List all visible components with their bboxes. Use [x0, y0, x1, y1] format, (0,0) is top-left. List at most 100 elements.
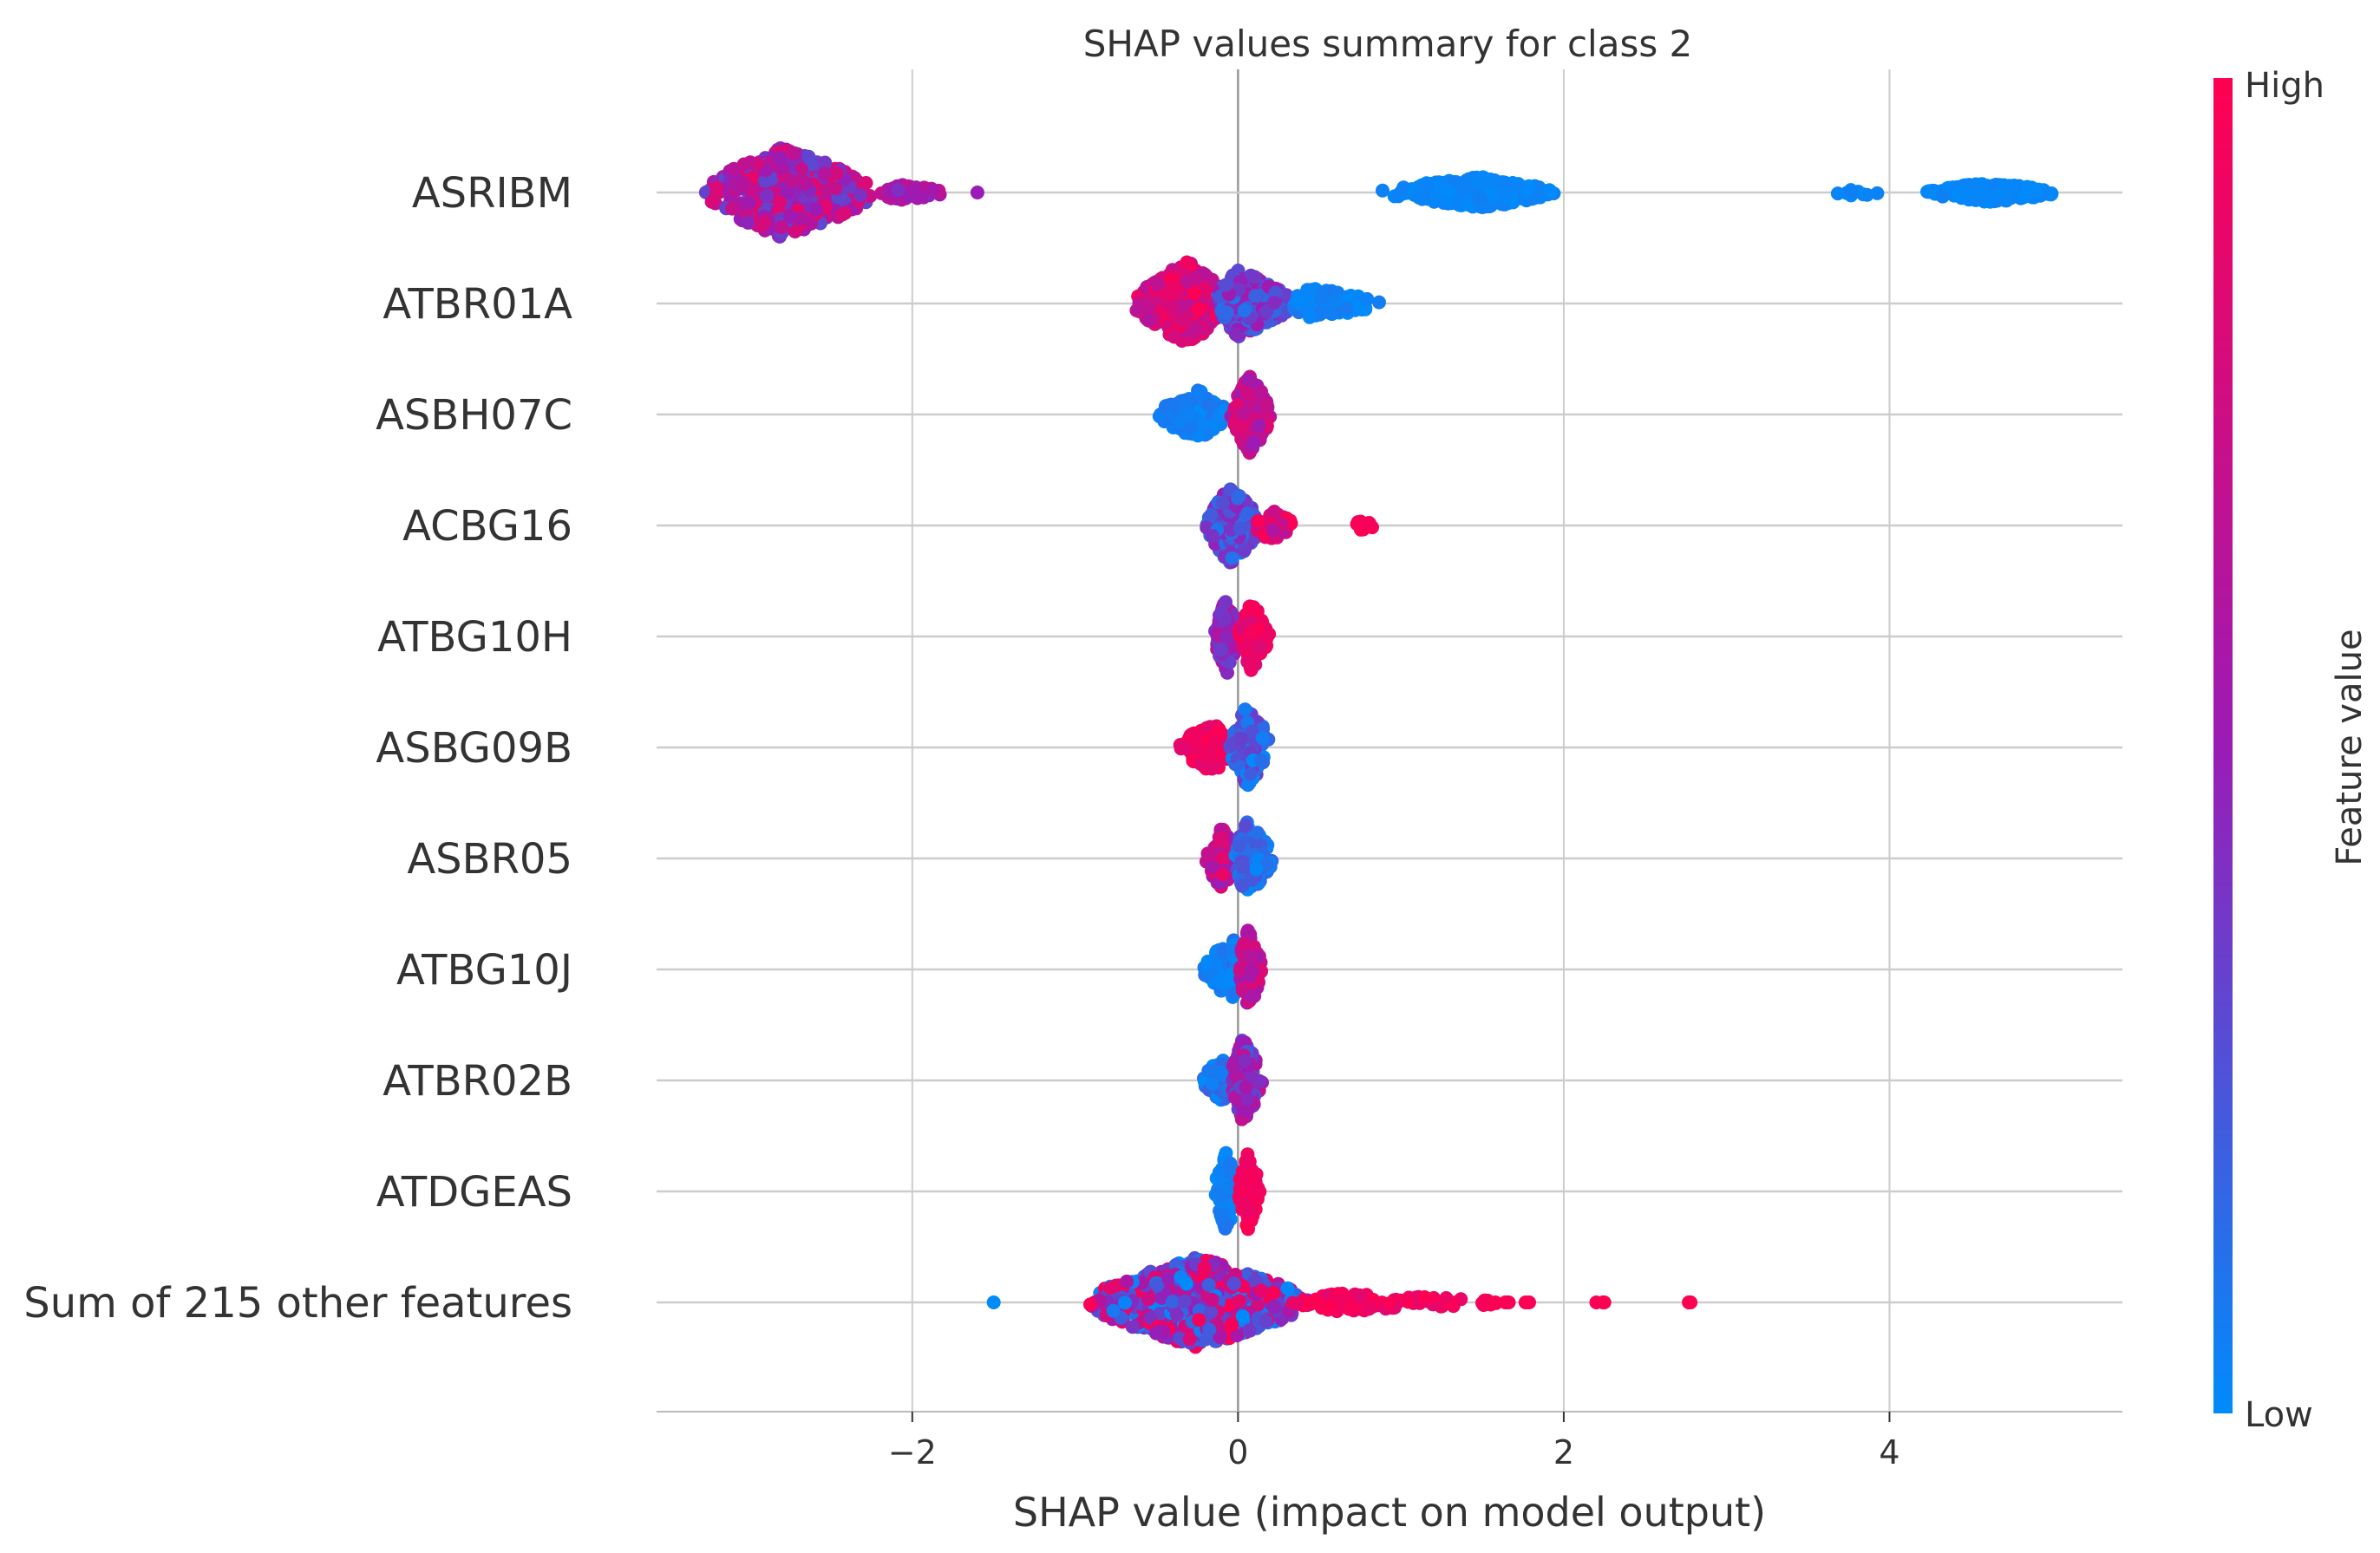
- data-point: [1442, 184, 1456, 199]
- data-point: [1239, 819, 1252, 833]
- data-point: [863, 189, 878, 204]
- data-point: [1205, 1292, 1219, 1307]
- data-point: [1352, 1289, 1367, 1303]
- data-point: [1958, 186, 1973, 200]
- feature-label-atbr01a: ATBR01A: [382, 280, 572, 329]
- colorbar: High Low Feature value: [2213, 66, 2370, 1435]
- data-point: [818, 155, 833, 170]
- data-point: [1243, 767, 1258, 781]
- data-point: [1238, 1054, 1252, 1068]
- x-tick-label: 4: [1879, 1433, 1899, 1471]
- data-point: [1148, 1326, 1163, 1341]
- data-point: [1239, 1092, 1254, 1106]
- data-point: [1471, 174, 1486, 189]
- data-point: [1215, 496, 1230, 511]
- data-point: [1205, 272, 1219, 287]
- data-point: [1213, 643, 1228, 657]
- data-point: [1222, 1159, 1237, 1174]
- data-point: [1232, 1294, 1246, 1308]
- data-point: [1207, 735, 1221, 750]
- data-point: [1187, 271, 1202, 285]
- data-point: [1232, 521, 1247, 536]
- data-point: [1120, 1274, 1134, 1289]
- x-tick-label: −2: [888, 1433, 937, 1471]
- data-point: [1244, 989, 1259, 1004]
- data-point: [736, 176, 751, 191]
- data-point: [1202, 1322, 1217, 1337]
- data-point: [1267, 505, 1282, 519]
- data-point: [1239, 1197, 1253, 1211]
- data-point: [1376, 183, 1389, 198]
- colorbar-title: Feature value: [2330, 629, 2370, 865]
- data-point: [780, 186, 794, 200]
- feature-label-sum-of-215-other-features: Sum of 215 other features: [23, 1279, 572, 1328]
- data-point: [1870, 186, 1885, 200]
- data-point: [1230, 1328, 1245, 1343]
- data-point: [1192, 1313, 1206, 1328]
- feature-label-asbr05: ASBR05: [407, 835, 572, 884]
- data-point: [1235, 1309, 1250, 1323]
- data-point: [1254, 384, 1268, 399]
- data-point: [785, 174, 800, 189]
- data-point: [1483, 199, 1498, 213]
- data-point: [986, 1295, 1001, 1309]
- data-point: [1150, 1278, 1165, 1293]
- data-point: [1224, 1318, 1239, 1333]
- data-point: [853, 188, 867, 202]
- data-point: [808, 202, 823, 217]
- x-tick-label: 0: [1227, 1433, 1248, 1471]
- x-tick-label: 2: [1553, 1433, 1574, 1471]
- data-point: [1259, 1314, 1273, 1328]
- data-point: [970, 186, 984, 199]
- data-point: [1250, 825, 1265, 840]
- feature-label-atbg10j: ATBG10J: [396, 946, 572, 995]
- data-point: [773, 150, 788, 165]
- data-point: [1205, 859, 1219, 874]
- data-point: [1245, 872, 1259, 887]
- data-point: [1237, 406, 1252, 421]
- data-point: [1844, 186, 1859, 200]
- data-point: [1246, 435, 1261, 450]
- data-point: [1417, 1290, 1432, 1304]
- data-point: [1267, 1299, 1282, 1314]
- data-point: [1169, 1308, 1184, 1322]
- data-point: [1211, 1185, 1226, 1200]
- data-point: [829, 166, 844, 180]
- data-point: [1228, 327, 1243, 342]
- data-point: [1397, 181, 1412, 196]
- data-point: [1935, 189, 1950, 204]
- data-point: [1141, 313, 1155, 328]
- data-point: [1259, 397, 1273, 412]
- data-point: [1382, 1296, 1396, 1311]
- data-point: [1180, 255, 1194, 270]
- feature-label-asbh07c: ASBH07C: [376, 391, 572, 440]
- data-point: [1150, 277, 1165, 292]
- data-point: [1259, 858, 1274, 872]
- data-point: [1226, 1276, 1241, 1291]
- data-point: [1999, 193, 2014, 208]
- data-point: [1201, 1277, 1216, 1292]
- data-point: [1246, 652, 1260, 667]
- data-point: [1249, 862, 1264, 877]
- data-point: [1429, 191, 1443, 206]
- data-point: [2017, 190, 2032, 204]
- data-point: [1165, 1295, 1180, 1309]
- data-point: [2007, 179, 2022, 192]
- data-point: [1245, 724, 1259, 739]
- data-point: [926, 183, 940, 198]
- data-point: [1191, 302, 1206, 316]
- data-point: [1280, 1281, 1295, 1295]
- data-point: [1362, 1302, 1376, 1316]
- data-point: [1204, 507, 1219, 522]
- data-points: [698, 141, 2059, 1354]
- data-point: [736, 157, 751, 172]
- data-point: [1501, 1295, 1516, 1309]
- data-point: [1202, 398, 1217, 413]
- data-point: [775, 160, 789, 175]
- data-point: [1083, 1297, 1097, 1312]
- data-point: [1205, 1076, 1219, 1091]
- x-axis-ticks: −2 0 2 4: [888, 1412, 1900, 1471]
- data-point: [1254, 1283, 1268, 1298]
- data-point: [1240, 386, 1255, 401]
- data-point: [1216, 851, 1231, 865]
